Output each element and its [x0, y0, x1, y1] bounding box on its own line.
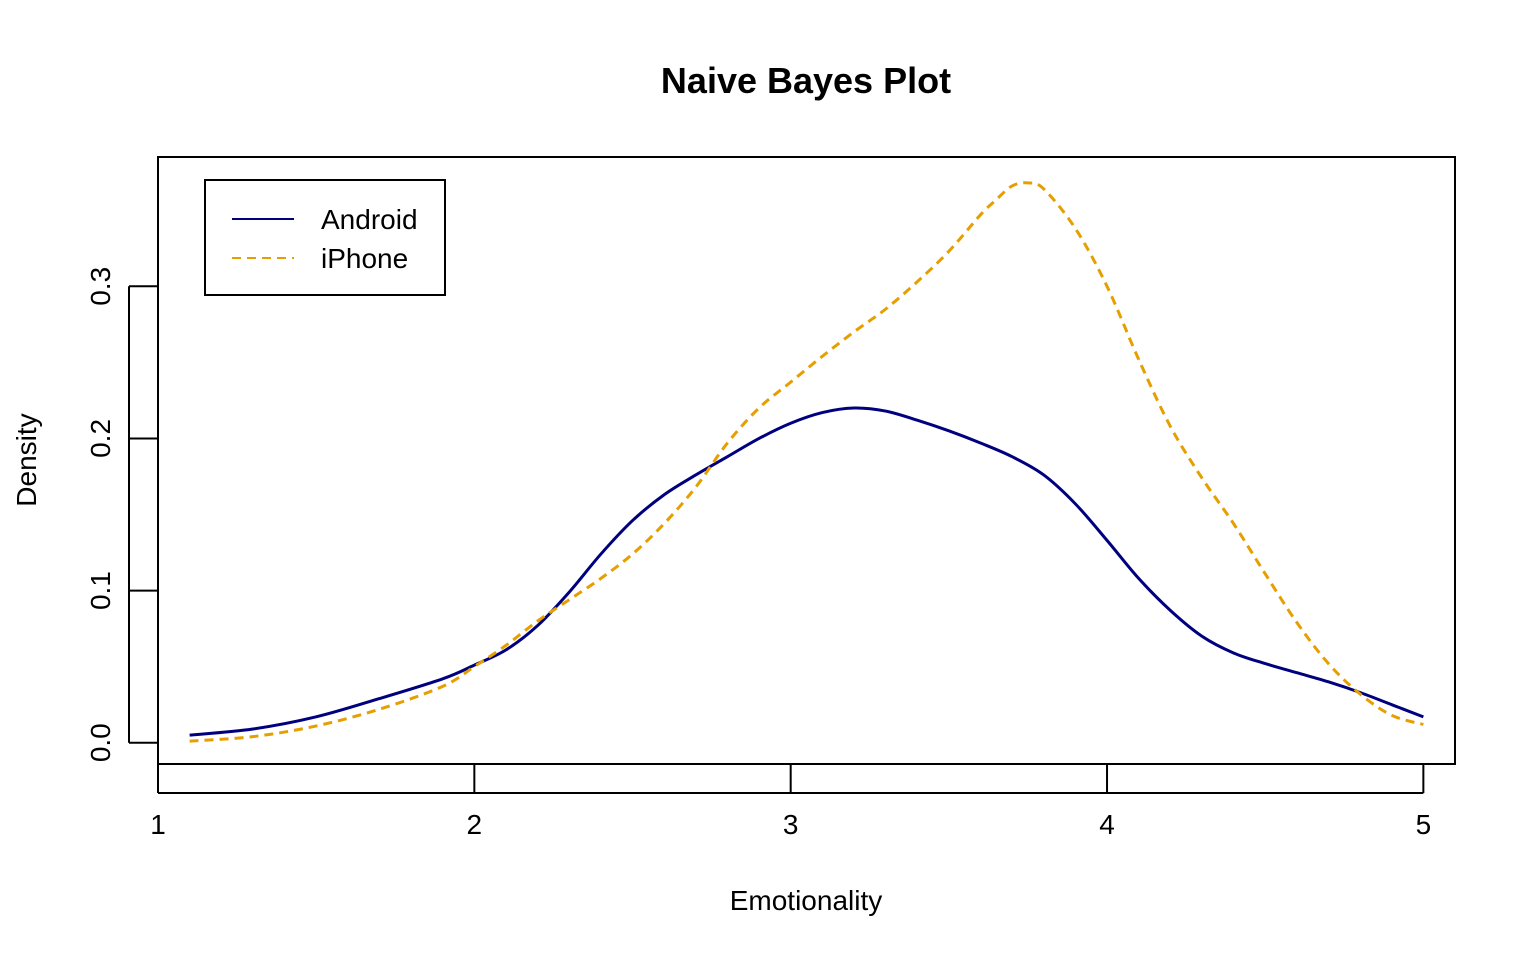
legend-label-android: Android — [321, 204, 418, 235]
x-tick-label: 2 — [467, 809, 483, 840]
chart-title: Naive Bayes Plot — [661, 60, 951, 101]
x-axis: 1 2 3 4 5 — [150, 765, 1431, 840]
series-line-iphone — [189, 181, 1424, 743]
series-line-android — [189, 406, 1424, 737]
x-tick-label: 4 — [1099, 809, 1115, 840]
legend-box — [204, 179, 446, 296]
legend-label-iphone: iPhone — [321, 243, 408, 274]
series-layer — [189, 181, 1424, 743]
x-tick-label: 3 — [783, 809, 799, 840]
legend: Android iPhone — [204, 179, 446, 296]
plot-frame — [157, 156, 1456, 765]
y-tick-label: 0.0 — [85, 723, 116, 762]
y-axis-label: Density — [11, 413, 42, 506]
x-tick-label: 5 — [1416, 809, 1432, 840]
y-axis: 0.0 0.1 0.2 0.3 — [85, 267, 157, 762]
y-tick-label: 0.2 — [85, 419, 116, 458]
x-axis-label: Emotionality — [730, 885, 883, 916]
x-tick-label: 1 — [150, 809, 166, 840]
y-tick-label: 0.3 — [85, 267, 116, 306]
y-tick-label: 0.1 — [85, 571, 116, 610]
